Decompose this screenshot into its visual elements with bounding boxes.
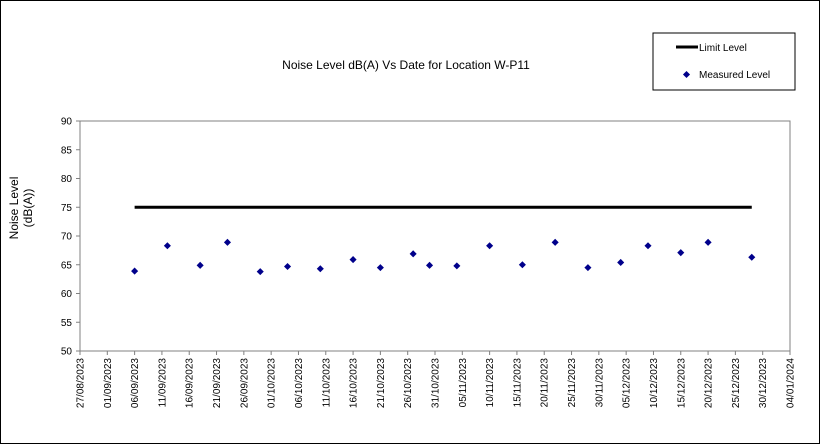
measured-level-point <box>704 238 712 246</box>
y-tick-label: 75 <box>61 203 73 214</box>
x-axis: 27/08/2023 01/09/2023 06/09/2023 11/09/2023… <box>76 351 797 408</box>
y-tick-label: 50 <box>61 347 73 358</box>
x-tick-label: 16/09/2023 <box>185 358 196 408</box>
x-tick-label: 20/12/2023 <box>704 358 715 408</box>
measured-level-point <box>256 268 264 276</box>
y-tick-label: 80 <box>61 174 73 185</box>
measured-level-point <box>131 267 139 275</box>
measured-level-point <box>644 242 652 250</box>
measured-level-point <box>376 264 384 272</box>
measured-level-point <box>518 261 526 269</box>
x-tick-label: 05/12/2023 <box>622 358 633 408</box>
measured-level-point <box>349 256 357 264</box>
x-tick-label: 20/11/2023 <box>540 358 551 408</box>
measured-level-point <box>748 253 756 261</box>
legend-limit-level-label: Limit Level <box>699 43 747 54</box>
x-tick-label: 21/10/2023 <box>376 358 387 408</box>
x-tick-label: 30/12/2023 <box>758 358 769 408</box>
measured-level-point <box>163 242 171 250</box>
measured-level-point <box>316 265 324 273</box>
measured-level-point <box>196 261 204 269</box>
legend-box <box>652 32 796 91</box>
legend-measured-level-label: Measured Level <box>699 70 770 81</box>
x-tick-label: 01/09/2023 <box>103 358 114 408</box>
measured-level-point <box>453 262 461 270</box>
x-tick-label: 21/09/2023 <box>212 358 223 408</box>
x-tick-label: 26/10/2023 <box>403 358 414 408</box>
y-tick-label: 70 <box>61 232 73 243</box>
measured-level-point <box>551 238 559 246</box>
y-tick-label: 85 <box>61 145 73 156</box>
x-tick-label: 26/09/2023 <box>239 358 250 408</box>
y-axis-label-line-1: Noise Level <box>7 177 21 240</box>
x-tick-label: 04/01/2024 <box>786 358 797 408</box>
measured-level-point <box>584 264 592 272</box>
x-tick-label: 31/10/2023 <box>431 358 442 408</box>
measured-level-point <box>426 261 434 269</box>
plot-area <box>79 120 791 352</box>
y-tick-label: 60 <box>61 289 73 300</box>
measured-level-point <box>677 249 685 257</box>
measured-level-point <box>486 242 494 250</box>
y-tick-label: 90 <box>61 117 73 128</box>
x-tick-label: 06/10/2023 <box>294 358 305 408</box>
measured-level-point <box>284 262 292 271</box>
legend-measured-level-swatch <box>682 70 691 79</box>
x-tick-label: 16/10/2023 <box>349 358 360 408</box>
x-tick-label: 06/09/2023 <box>130 358 141 408</box>
legend: Limit Level Measured Level <box>652 32 796 91</box>
x-tick-label: 25/12/2023 <box>731 358 742 408</box>
measured-level-point <box>617 258 625 266</box>
series-layer <box>131 205 756 276</box>
y-tick-label: 55 <box>61 318 73 329</box>
x-tick-label: 15/12/2023 <box>676 358 687 408</box>
y-axis: 50 55 60 65 70 75 80 85 90 <box>61 117 80 358</box>
x-tick-label: 15/11/2023 <box>512 358 523 408</box>
x-tick-label: 01/10/2023 <box>267 358 278 408</box>
x-tick-label: 30/11/2023 <box>594 358 605 408</box>
x-tick-label: 10/12/2023 <box>649 358 660 408</box>
measured-level-point <box>223 238 231 246</box>
x-tick-label: 10/11/2023 <box>485 358 496 408</box>
y-tick-label: 65 <box>61 260 73 271</box>
y-axis-label-line-2: (dB(A)) <box>21 189 35 228</box>
chart-title: Noise Level dB(A) Vs Date for Location W… <box>282 58 530 72</box>
x-tick-label: 05/11/2023 <box>458 358 469 408</box>
measured-level-point <box>409 250 417 258</box>
x-tick-label: 27/08/2023 <box>76 358 87 408</box>
x-tick-label: 25/11/2023 <box>567 358 578 408</box>
x-tick-label: 11/09/2023 <box>157 358 168 408</box>
x-tick-label: 11/10/2023 <box>321 358 332 408</box>
